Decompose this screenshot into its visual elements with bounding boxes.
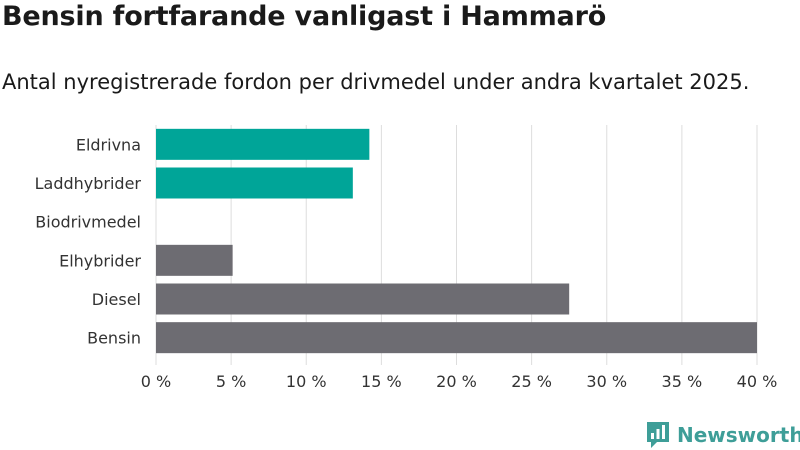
- bars: [156, 128, 757, 354]
- x-tick-label: 5 %: [216, 372, 246, 391]
- newsworthy-bar-chart-icon: [647, 422, 669, 448]
- category-label: Elhybrider: [59, 251, 141, 270]
- x-tick-label: 40 %: [737, 372, 778, 391]
- bar-bensin: [156, 322, 757, 354]
- x-tick-label: 25 %: [511, 372, 552, 391]
- newsworthy-logo: Newsworthy: [645, 420, 800, 450]
- category-label: Diesel: [92, 290, 141, 309]
- x-tick-label: 10 %: [286, 372, 327, 391]
- category-label: Bensin: [87, 329, 141, 348]
- chart-title: Bensin fortfarande vanligast i Hammarö: [2, 1, 607, 32]
- logo-text: Newsworthy: [677, 423, 800, 447]
- bar-laddhybrider: [156, 167, 353, 199]
- x-tick-label: 0 %: [141, 372, 171, 391]
- x-tick-label: 30 %: [586, 372, 627, 391]
- bar-elhybrider: [156, 244, 233, 276]
- category-label: Biodrivmedel: [35, 213, 141, 232]
- bar-eldrivna: [156, 128, 370, 160]
- category-labels: Eldrivna Laddhybrider Biodrivmedel Elhybrid…: [35, 135, 142, 347]
- bar-diesel: [156, 283, 570, 315]
- category-label: Eldrivna: [76, 135, 141, 154]
- category-label: Laddhybrider: [35, 174, 142, 193]
- chart-subtitle: Antal nyregistrerade fordon per drivmede…: [2, 70, 750, 94]
- x-tick-label: 35 %: [662, 372, 703, 391]
- x-tick-label: 20 %: [436, 372, 477, 391]
- x-tick-label: 15 %: [361, 372, 402, 391]
- x-tick-labels: 0 % 5 % 10 % 15 % 20 % 25 % 30 % 35 % 40 %: [141, 372, 778, 391]
